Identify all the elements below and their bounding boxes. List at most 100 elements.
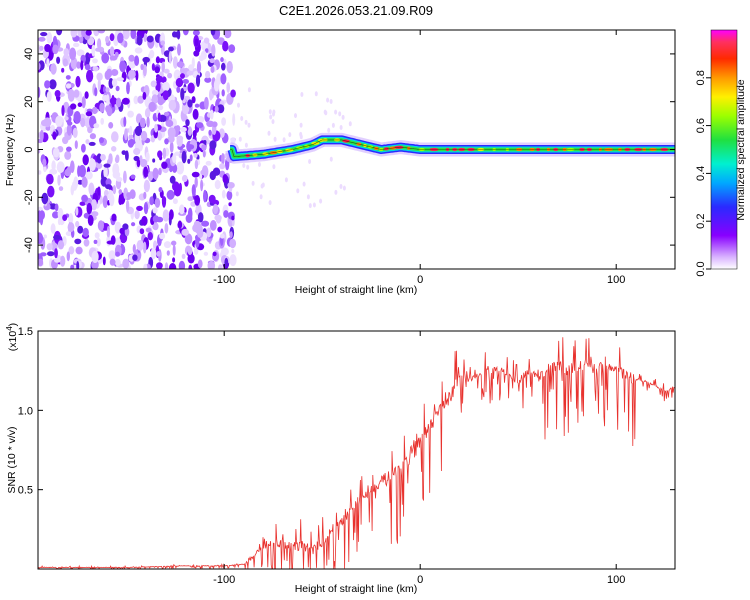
spectrogram-noise-blob (111, 94, 115, 108)
spectrogram-noise-blob (186, 144, 195, 150)
spectrogram-noise-blob (99, 137, 104, 144)
spectrogram-noise-blob (44, 80, 51, 89)
spectrogram-noise-blob (148, 101, 156, 112)
spectrogram-y-tick-label: 40 (23, 48, 35, 60)
spectrogram-noise-blob (210, 30, 216, 36)
spectrogram-noise-blob (146, 116, 150, 128)
spectrogram-noise-blob (267, 130, 271, 136)
spectrogram-noise-blob (158, 187, 163, 193)
spectrogram-noise-blob (176, 86, 181, 93)
spectrogram-noise-blob (44, 44, 51, 52)
spectrogram-noise-blob (109, 258, 116, 266)
spectrogram-noise-blob (176, 30, 181, 40)
spectrogram-noise-blob (70, 264, 75, 269)
spectrogram-noise-blob (97, 78, 101, 91)
colorbar: 0.0 0.2 0.4 0.6 0.8 Normalized spectral ampl… (695, 29, 747, 277)
spectrogram-noise-blob (308, 159, 312, 164)
spectrogram-noise-blob (268, 200, 272, 206)
spectrogram-noise-blob (69, 47, 77, 61)
spectrogram-noise-blob (128, 54, 135, 62)
snr-series-line (38, 337, 675, 569)
spectrogram-noise-blob (308, 203, 312, 209)
colorbar-tick-label: 0.2 (695, 214, 707, 229)
spectrogram-noise-blob (187, 158, 191, 164)
spectrogram-noise-blob (167, 127, 176, 139)
spectrogram-noise-blob (86, 69, 94, 83)
spectrogram-noise-blob (85, 111, 93, 117)
spectrogram-noise-blob (88, 141, 96, 146)
spectrogram-noise-blob (92, 66, 99, 72)
spectrogram-noise-blob (129, 125, 133, 136)
spectrogram-noise-blob (135, 70, 139, 81)
spectrogram-ridge-line (230, 139, 675, 158)
spectrogram-noise-blob (99, 102, 105, 113)
spectrogram-noise-blob (180, 87, 185, 101)
spectrogram-noise-blob (203, 189, 207, 203)
spectrogram-noise-blob (130, 30, 137, 40)
spectrogram-noise-blob (194, 38, 199, 47)
spectrogram-noise-blob (207, 260, 216, 269)
spectrogram-noise-blob (188, 264, 193, 269)
spectrogram-noise-blob (152, 215, 160, 223)
spectrogram-noise-blob (55, 115, 63, 127)
snr-y-tick-label: 1.5 (18, 326, 33, 338)
spectrogram-noise-blob (229, 231, 233, 239)
spectrogram-noise-blob (326, 97, 330, 103)
spectrogram-noise-blob (172, 198, 178, 205)
spectrogram-noise-blob (219, 128, 225, 139)
spectrogram-noise-blob (93, 123, 100, 129)
spectrogram-noise-blob (123, 170, 127, 184)
spectrogram-noise-blob (247, 87, 251, 93)
colorbar-tick-label: 0.0 (695, 261, 707, 276)
spectrogram-noise-blob (227, 182, 235, 189)
spectrogram-noise-blob (163, 111, 170, 117)
spectrogram-noise-blob (211, 121, 218, 128)
spectrogram-noise-blob (94, 232, 100, 239)
spectrogram-noise-blob (191, 184, 196, 197)
spectrogram-noise-blob (169, 209, 174, 220)
spectrogram-noise-blob (81, 30, 86, 37)
spectrogram-noise-blob (176, 135, 183, 147)
spectrogram-noise-blob (65, 83, 72, 89)
spectrogram-noise-blob (153, 240, 158, 250)
spectrogram-noise-blob (226, 82, 230, 93)
spectrogram-noise-blob (139, 117, 146, 128)
spectrogram-noise-blob (103, 163, 111, 168)
spectrogram-noise-blob (38, 36, 46, 42)
spectrogram-noise-blob (57, 174, 61, 186)
spectrogram-noise-blob (71, 180, 78, 191)
spectrogram-noise-blob (246, 164, 250, 170)
spectrogram-noise-blob (211, 45, 216, 57)
spectrogram-noise-blob (143, 166, 149, 178)
spectrogram-noise-blob (57, 208, 64, 220)
spectrogram-noise-blob (75, 246, 83, 255)
spectrogram-noise-blob (214, 179, 221, 190)
spectrogram-noise-blob (65, 75, 71, 80)
spectrogram-noise-blob (140, 63, 144, 71)
spectrogram-noise-blob (130, 174, 136, 180)
spectrogram-noise-blob (192, 108, 199, 120)
spectrogram-noise-blob (221, 89, 225, 97)
spectrogram-noise-blob (121, 150, 127, 156)
spectrogram-noise-blob (122, 258, 130, 269)
spectrogram-noise-blob (144, 108, 151, 118)
spectrogram-noise-blob (200, 179, 204, 192)
spectrogram-noise-blob (348, 121, 352, 127)
spectrogram-noise-blob (73, 42, 80, 48)
spectrogram-noise-blob (196, 60, 202, 74)
spectrogram-noise-blob (81, 143, 86, 153)
spectrogram-noise-blob (168, 263, 177, 269)
spectrogram-noise-blob (80, 117, 86, 128)
spectrogram-noise-blob (247, 122, 251, 128)
spectrogram-noise-blob (196, 228, 204, 238)
spectrogram-noise-blob (66, 123, 72, 136)
spectrogram-noise-blob (194, 195, 201, 206)
spectrogram-noise-blob (67, 121, 73, 126)
spectrogram-noise-blob (219, 163, 226, 170)
spectrogram-noise-blob (67, 222, 75, 233)
spectrogram-noise-blob (244, 142, 248, 148)
spectrogram-noise-blob (222, 40, 229, 52)
spectrogram-noise-blob (38, 149, 41, 154)
spectrogram-noise-blob (150, 247, 157, 260)
spectrogram-noise-blob (87, 214, 94, 226)
